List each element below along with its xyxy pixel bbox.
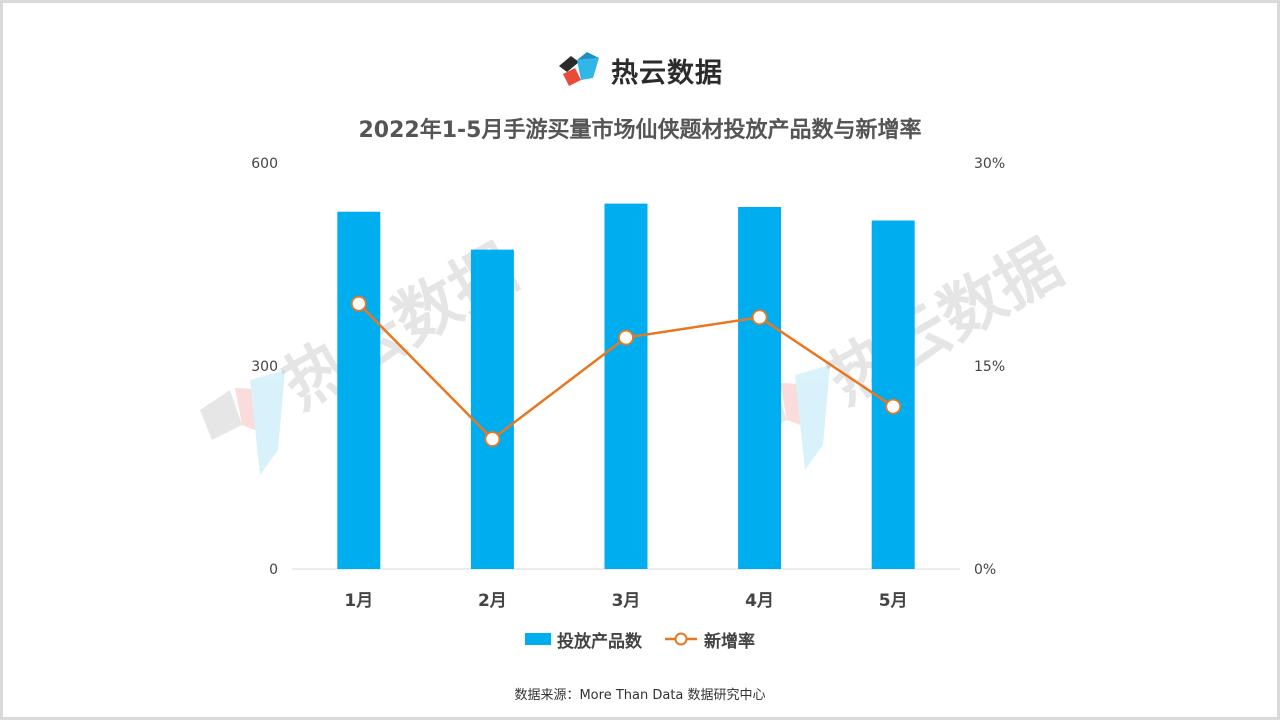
legend-line-swatch xyxy=(665,632,697,646)
x-tick-label: 4月 xyxy=(745,591,774,611)
watermark-logo-icon xyxy=(200,370,285,475)
brand-name: 热云数据 xyxy=(611,57,723,89)
legend-item-line: 新增率 xyxy=(664,627,755,652)
brand-header: 热云数据 xyxy=(0,48,1280,92)
y-left-tick-label: 0 xyxy=(269,562,278,578)
legend-item-bar: 投放产品数 xyxy=(525,627,642,652)
growth-rate-point-2 xyxy=(484,431,501,447)
bar-1 xyxy=(337,211,381,569)
bar-5 xyxy=(871,220,915,569)
growth-rate-point-1 xyxy=(350,295,367,312)
y-right-tick-label: 30% xyxy=(974,156,1005,172)
x-tick-label: 3月 xyxy=(612,591,641,611)
y-left-tick-label: 600 xyxy=(251,156,278,172)
legend-line-label: 新增率 xyxy=(704,631,755,652)
y-left-tick-label: 300 xyxy=(251,359,278,375)
source-note: 数据来源：More Than Data 数据研究中心 xyxy=(514,688,766,703)
brand-logo-icon xyxy=(557,48,601,92)
growth-rate-point-3 xyxy=(618,329,634,346)
growth-rate-point-4 xyxy=(751,309,768,326)
growth-rate-point-5 xyxy=(885,398,902,415)
bar-3 xyxy=(604,203,648,569)
x-tick-label: 1月 xyxy=(344,591,373,611)
chart-legend: 投放产品数 新增率 xyxy=(0,626,1280,652)
bar-2 xyxy=(470,249,514,569)
y-right-tick-label: 15% xyxy=(974,359,1005,375)
y-right-tick-label: 0% xyxy=(974,562,996,578)
legend-bar-label: 投放产品数 xyxy=(557,631,642,652)
chart-title: 2022年1-5月手游买量市场仙侠题材投放产品数与新增率 xyxy=(358,118,922,143)
x-tick-label: 2月 xyxy=(478,591,507,611)
x-tick-label: 5月 xyxy=(879,591,908,611)
bar-4 xyxy=(738,206,782,569)
legend-bar-swatch xyxy=(525,633,551,645)
